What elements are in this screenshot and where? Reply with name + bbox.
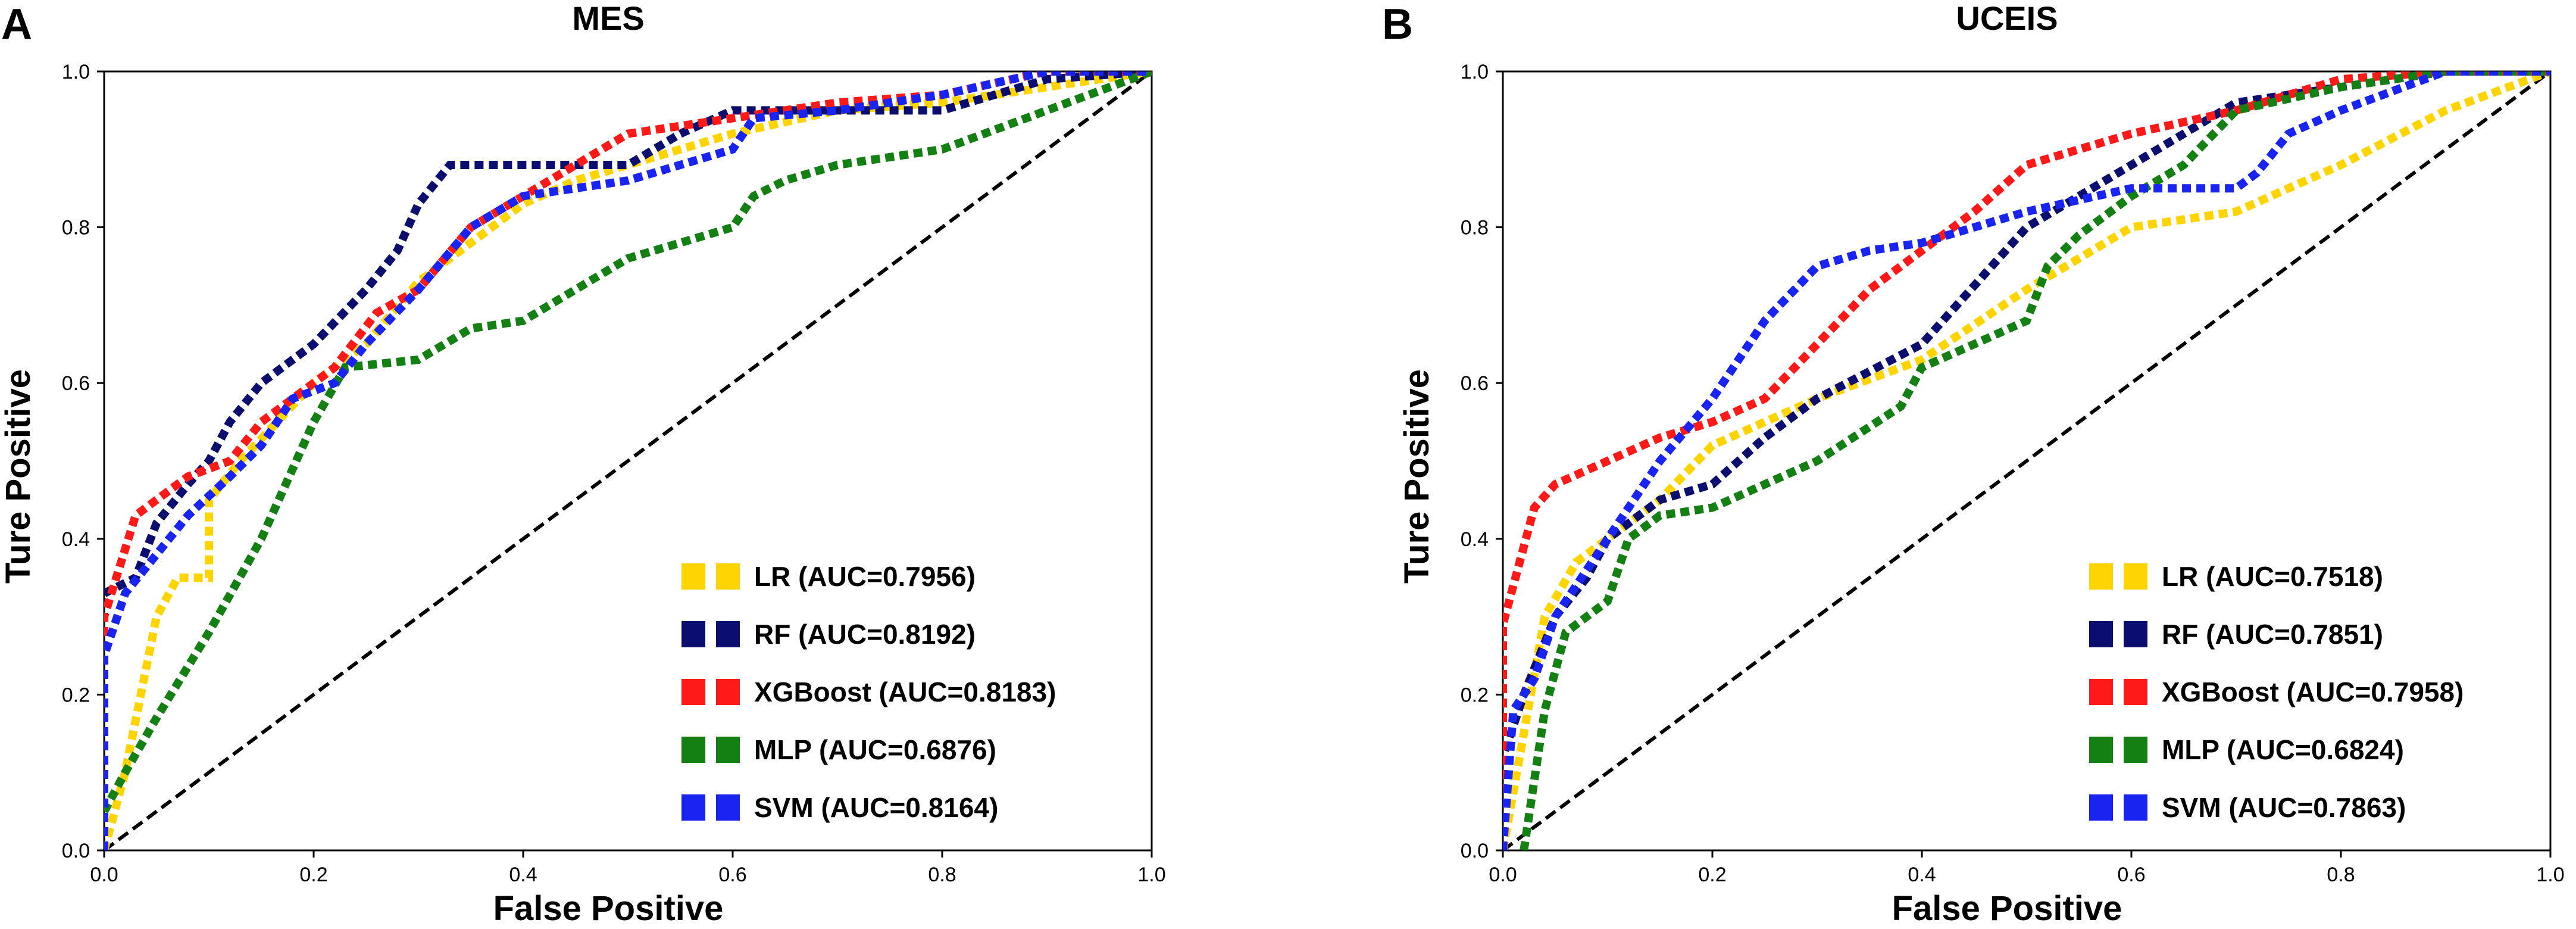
roc-curve-svm	[104, 71, 1152, 850]
legend-swatch-xgboost	[2124, 679, 2147, 705]
y-tick-label: 0.4	[1461, 528, 1489, 551]
x-tick-label: 0.8	[2327, 863, 2355, 886]
y-tick-label: 0.6	[62, 372, 90, 395]
legend-swatch-lr	[681, 563, 705, 590]
curves-group	[1503, 71, 2550, 850]
x-tick-label: 0.0	[90, 863, 118, 886]
y-tick-label: 1.0	[1461, 61, 1489, 83]
roc-curve-xgboost	[1503, 71, 2550, 850]
legend-swatch-mlp	[2089, 737, 2113, 763]
y-tick-label: 0.0	[1461, 840, 1489, 862]
x-axis-label-a: False Positive	[493, 889, 724, 928]
x-tick-label: 0.6	[718, 863, 746, 886]
legend-label-lr: LR (AUC=0.7956)	[754, 561, 976, 592]
y-axis-label-b: Ture Positive	[1398, 369, 1436, 584]
legend-swatch-xgboost	[681, 679, 705, 705]
roc-curve-xgboost	[104, 71, 1152, 850]
legend-swatch-rf	[2089, 621, 2113, 647]
legend-swatch-svm	[681, 794, 705, 821]
panel-label-a: A	[1, 1, 32, 48]
y-tick-label: 0.2	[62, 684, 90, 706]
plot-area-a: 0.0 0.2 0.4 0.6 0.8 1.0 0.0 0.2 0.4 0.6 0.8 1.0 LR (…	[62, 61, 1166, 886]
chart-title-uceis: UCEIS	[1956, 0, 2058, 37]
panel-label-b: B	[1382, 1, 1413, 48]
roc-curve-lr	[1503, 71, 2550, 850]
legend-label-lr: LR (AUC=0.7518)	[2162, 561, 2383, 592]
axes-frame	[103, 70, 1153, 852]
legend-label-svm: SVM (AUC=0.7863)	[2162, 792, 2406, 823]
x-tick-label: 0.8	[928, 863, 956, 886]
roc-curve-mlp	[1520, 71, 2550, 850]
legend-label-svm: SVM (AUC=0.8164)	[754, 792, 998, 823]
legend-swatch-mlp	[2124, 737, 2147, 763]
y-tick-label: 0.0	[62, 840, 90, 862]
x-tick-label: 1.0	[1137, 863, 1165, 886]
curves-group	[104, 71, 1152, 850]
legend-label-rf: RF (AUC=0.8192)	[754, 619, 976, 650]
panel-b: B UCEIS False Positive Ture Positive 0.0…	[1382, 0, 2565, 928]
legend-swatch-mlp	[716, 737, 740, 763]
chance-diagonal-line	[104, 71, 1152, 850]
y-tick-label: 0.4	[62, 528, 90, 551]
y-tick-label: 0.6	[1461, 372, 1489, 395]
legend-swatch-mlp	[681, 737, 705, 763]
legend-swatch-xgboost	[2089, 679, 2113, 705]
x-tick-label: 0.0	[1489, 863, 1517, 886]
legend-label-xgboost: XGBoost (AUC=0.8183)	[754, 677, 1056, 707]
legend-swatch-xgboost	[716, 679, 740, 705]
x-tick-label: 0.4	[1908, 863, 1936, 886]
legend-label-rf: RF (AUC=0.7851)	[2162, 619, 2383, 650]
x-tick-label: 0.6	[2117, 863, 2145, 886]
legend-swatch-lr	[2089, 563, 2113, 590]
y-tick-label: 0.8	[1461, 217, 1489, 239]
y-axis-label-a: Ture Positive	[0, 369, 37, 584]
y-tick-label: 0.2	[1461, 684, 1489, 706]
x-tick-label: 0.2	[1698, 863, 1726, 886]
x-tick-label: 0.4	[509, 863, 537, 886]
chart-title-mes: MES	[572, 0, 644, 37]
roc-curve-mlp	[104, 71, 1152, 813]
y-tick-label: 0.8	[62, 217, 90, 239]
legend-swatch-lr	[2124, 563, 2147, 590]
legend-label-mlp: MLP (AUC=0.6876)	[754, 734, 996, 765]
legend-swatch-rf	[716, 621, 740, 647]
y-tick-label: 1.0	[62, 61, 90, 83]
panel-a: A MES False Positive Ture Positive 0.0 0.…	[0, 0, 1166, 928]
plot-area-b: 0.0 0.2 0.4 0.6 0.8 1.0 0.0 0.2 0.4 0.6 0.8 1.0 LR (…	[1461, 61, 2565, 886]
chance-diagonal-line	[1503, 71, 2550, 850]
legend-swatch-rf	[681, 621, 705, 647]
legend-label-xgboost: XGBoost (AUC=0.7958)	[2162, 677, 2464, 707]
legend-swatch-lr	[716, 563, 740, 590]
x-axis-label-b: False Positive	[1892, 889, 2122, 928]
x-tick-label: 1.0	[2536, 863, 2564, 886]
x-tick-label: 0.2	[299, 863, 327, 886]
axes-frame	[1502, 70, 2552, 852]
legend-swatch-svm	[2089, 794, 2113, 821]
legend-swatch-svm	[2124, 794, 2147, 821]
legend-label-mlp: MLP (AUC=0.6824)	[2162, 734, 2404, 765]
legend-swatch-rf	[2124, 621, 2147, 647]
legend-swatch-svm	[716, 794, 740, 821]
roc-curve-rf	[104, 71, 1152, 850]
roc-curve-svm	[1503, 71, 2550, 850]
